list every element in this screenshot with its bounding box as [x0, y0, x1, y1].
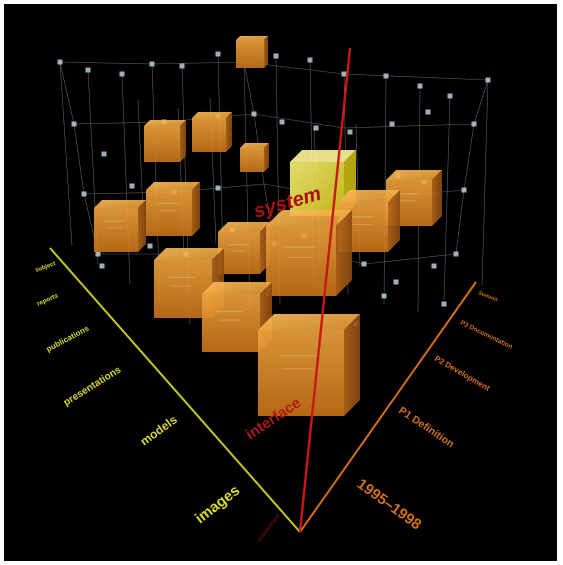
cube-top[interactable] — [236, 36, 268, 68]
grid-node — [389, 121, 395, 127]
grid-node — [251, 111, 257, 117]
grid-node — [57, 59, 63, 65]
cube-upper-left-1[interactable] — [144, 120, 186, 162]
grid-node — [383, 73, 389, 79]
grid-node — [485, 77, 491, 83]
y-label-publications: publications — [45, 323, 91, 353]
grid-node — [341, 71, 347, 77]
grid-node — [471, 121, 477, 127]
z-label-p3-documentation: P3 Documentation — [459, 320, 513, 351]
grid-node — [99, 263, 105, 269]
grid-node — [119, 71, 125, 77]
y-label-subject: subject — [35, 261, 57, 274]
grid-node — [149, 61, 155, 67]
vertical-axis-line — [298, 47, 352, 533]
grid-node — [431, 263, 437, 269]
cube-visualization[interactable]: images models presentations publications… — [4, 4, 557, 561]
grid-node — [393, 279, 399, 285]
z-label-summit: Summit — [477, 290, 498, 303]
grid-node — [347, 129, 353, 135]
z-label-p2-development: P2 Development — [433, 354, 492, 393]
grid-node — [71, 121, 77, 127]
cube-upper-left-2[interactable] — [192, 112, 232, 152]
visualization-frame: images models presentations publications… — [4, 4, 557, 561]
grid-node — [273, 53, 279, 59]
cube-center-large[interactable] — [266, 210, 352, 296]
cube-center-small[interactable] — [218, 222, 270, 274]
data-cubes — [94, 36, 442, 416]
grid-node — [381, 293, 387, 299]
grid-node — [215, 51, 221, 57]
grid-node — [425, 109, 431, 115]
vertical-label-environment: environment — [257, 513, 282, 543]
z-label-1995-1998: 1995–1998 — [354, 475, 425, 533]
grid-node — [279, 119, 285, 125]
cube-left-mid-2[interactable] — [146, 182, 200, 236]
z-axis-line — [299, 281, 477, 533]
grid-node — [417, 83, 423, 89]
z-axis-labels: 1995–1998 P1 Definition P2 Development P… — [354, 290, 514, 533]
grid-node — [361, 261, 367, 267]
z-label-p1-definition: P1 Definition — [396, 405, 456, 451]
cube-left-mid[interactable] — [94, 200, 146, 252]
grid-node — [461, 187, 467, 193]
grid-node — [179, 63, 185, 69]
grid-node — [215, 185, 221, 191]
y-label-reports: reports — [36, 292, 60, 308]
y-axis-line — [49, 247, 301, 533]
grid-node — [441, 301, 447, 307]
grid-node — [95, 251, 101, 257]
grid-node — [147, 243, 153, 249]
cube-front-large[interactable] — [258, 314, 360, 416]
grid-node — [101, 151, 107, 157]
grid-node — [453, 251, 459, 257]
grid-node — [129, 183, 135, 189]
y-label-models: models — [138, 412, 180, 448]
y-label-images: images — [192, 482, 243, 527]
grid-node — [307, 57, 313, 63]
y-label-presentations: presentations — [62, 364, 124, 408]
grid-node — [81, 191, 87, 197]
grid-node — [313, 125, 319, 131]
grid-node — [447, 93, 453, 99]
grid-node — [85, 67, 91, 73]
cube-upper-mid[interactable] — [240, 143, 269, 172]
